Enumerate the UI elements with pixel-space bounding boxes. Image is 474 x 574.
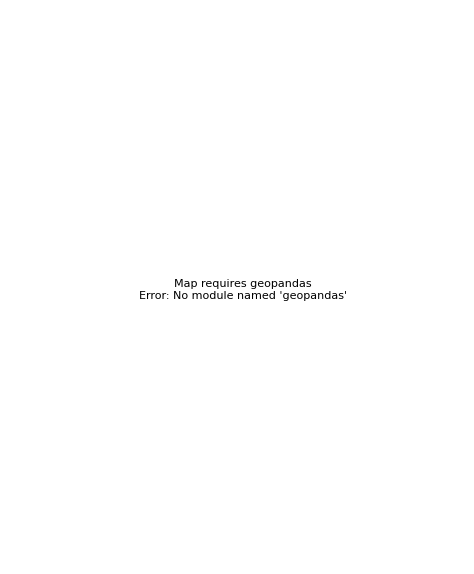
Text: Map requires geopandas
Error: No module named 'geopandas': Map requires geopandas Error: No module … <box>139 279 347 301</box>
